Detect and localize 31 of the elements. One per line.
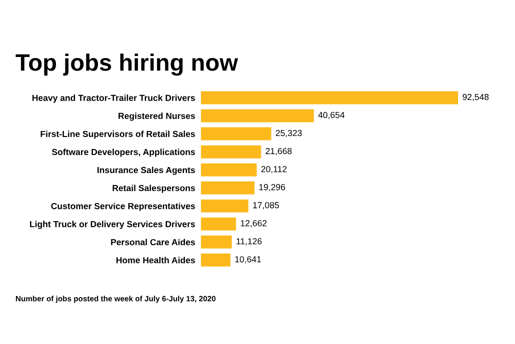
- data-label: 92,548: [462, 94, 489, 102]
- data-label: 20,112: [261, 166, 287, 174]
- bar: [200, 127, 272, 140]
- bar: [200, 181, 254, 194]
- data-label: 12,662: [240, 220, 267, 228]
- data-label: 17,085: [253, 202, 279, 210]
- bar: [200, 109, 314, 122]
- data-label: 25,323: [276, 130, 302, 138]
- y-tick-label: Personal Care Aides: [111, 238, 195, 246]
- bar: [200, 199, 248, 212]
- bar: [200, 236, 232, 248]
- chart-title: Top jobs hiring now: [16, 54, 238, 76]
- data-label: 11,126: [236, 238, 262, 246]
- y-tick-label: Insurance Sales Agents: [97, 166, 195, 175]
- y-tick-label: First-Line Supervisors of Retail Sales: [40, 130, 195, 139]
- bar: [200, 254, 230, 267]
- data-label: 19,296: [259, 184, 286, 192]
- data-label: 10,641: [235, 256, 261, 264]
- y-tick-label: Light Truck or Delivery Services Drivers: [30, 220, 195, 229]
- bar: [200, 163, 257, 176]
- y-tick-label: Retail Salespersons: [112, 184, 195, 193]
- bar: [200, 217, 236, 230]
- data-label: 21,668: [266, 148, 292, 156]
- y-tick-label: Customer Service Representatives: [51, 202, 195, 211]
- bar: [200, 91, 458, 104]
- bar: [200, 145, 262, 158]
- y-tick-label: Heavy and Tractor-Trailer Truck Drivers: [32, 94, 195, 103]
- y-tick-label: Home Health Aides: [116, 256, 195, 264]
- y-tick-label: Registered Nurses: [118, 112, 195, 121]
- y-tick-label: Software Developers, Applications: [52, 148, 195, 157]
- data-label: 40,654: [318, 112, 345, 120]
